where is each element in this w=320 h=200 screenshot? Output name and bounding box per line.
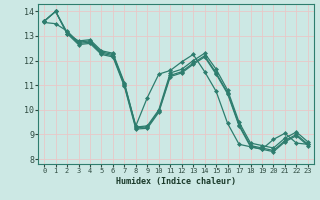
X-axis label: Humidex (Indice chaleur): Humidex (Indice chaleur) (116, 177, 236, 186)
